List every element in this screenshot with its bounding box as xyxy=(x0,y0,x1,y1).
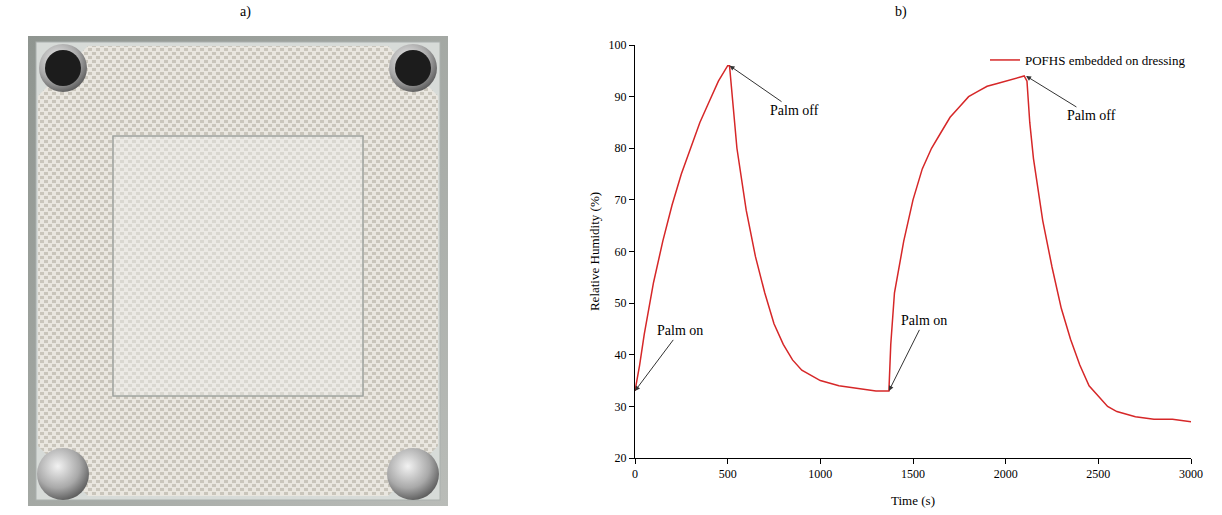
svg-text:500: 500 xyxy=(719,467,737,481)
svg-text:70: 70 xyxy=(615,193,627,207)
svg-text:100: 100 xyxy=(609,38,627,52)
svg-text:2000: 2000 xyxy=(994,467,1018,481)
svg-text:POFHS embedded on dressing: POFHS embedded on dressing xyxy=(1025,53,1185,68)
svg-text:80: 80 xyxy=(615,141,627,155)
svg-text:50: 50 xyxy=(615,296,627,310)
svg-text:1000: 1000 xyxy=(808,467,832,481)
svg-text:Palm off: Palm off xyxy=(1067,108,1116,123)
svg-text:Palm on: Palm on xyxy=(657,323,703,338)
svg-text:90: 90 xyxy=(615,90,627,104)
svg-text:0: 0 xyxy=(632,467,638,481)
html-text:b): b) xyxy=(895,4,907,19)
svg-text:Relative Humidity (%): Relative Humidity (%) xyxy=(587,192,602,311)
svg-text:Palm on: Palm on xyxy=(901,313,947,328)
svg-text:1500: 1500 xyxy=(901,467,925,481)
svg-text:2500: 2500 xyxy=(1086,467,1110,481)
svg-text:20: 20 xyxy=(615,451,627,465)
svg-text:60: 60 xyxy=(615,245,627,259)
svg-text:30: 30 xyxy=(615,400,627,414)
svg-text:Time (s): Time (s) xyxy=(891,493,935,508)
svg-text:3000: 3000 xyxy=(1179,467,1203,481)
html-text:a): a) xyxy=(240,4,251,19)
svg-text:40: 40 xyxy=(615,348,627,362)
svg-text:Palm off: Palm off xyxy=(770,103,819,118)
